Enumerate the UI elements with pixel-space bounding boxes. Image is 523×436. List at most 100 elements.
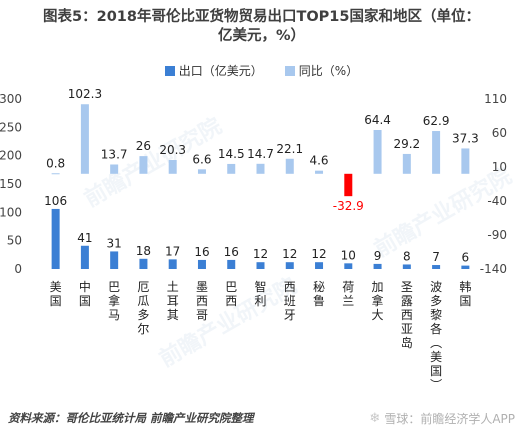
- category-label-char: 西: [284, 280, 296, 294]
- category-label-char: 美: [50, 280, 62, 294]
- category-label-char: 尔: [137, 321, 149, 336]
- category-label: 智利: [254, 279, 266, 308]
- category-label-char: 墨: [196, 280, 208, 294]
- category-label-char: 国: [50, 294, 62, 308]
- category-axis: 美国中国巴拿马厄瓜多尔土耳其墨西哥巴西智利西班牙秘鲁荷兰加拿大圣露西亚岛波多黎各…: [50, 279, 472, 392]
- yoy-bar: [227, 163, 236, 174]
- yoy-bar: [373, 130, 382, 174]
- right-axis-tick-label: -40: [487, 194, 507, 208]
- credit-text: 雪球：前瞻经济学人APP: [384, 412, 515, 426]
- category-label-char: 加: [372, 280, 384, 294]
- category-label-char: 牙: [284, 308, 296, 322]
- yoy-bar: [197, 169, 206, 174]
- export-data-label: 8: [403, 249, 411, 263]
- yoy-bar: [51, 173, 60, 175]
- left-axis-tick-label: 100: [0, 205, 22, 219]
- export-data-label: 6: [462, 251, 470, 265]
- yoy-data-label: 22.1: [276, 142, 303, 156]
- legend-item-export: 出口（亿美元）: [164, 62, 263, 79]
- category-label-char: 巴: [108, 280, 120, 294]
- export-bar: [197, 259, 206, 269]
- category-label-char: 圣: [401, 280, 413, 294]
- category-label-char: 大: [372, 308, 384, 322]
- category-label-char: 马: [108, 308, 120, 322]
- yoy-data-label: 37.3: [452, 131, 479, 145]
- category-label: 中国: [79, 279, 91, 308]
- category-label: 土耳其: [167, 280, 179, 322]
- category-label-char: 黎: [430, 308, 442, 322]
- category-label-char: 西: [401, 308, 413, 322]
- export-bar: [373, 263, 382, 269]
- category-label-char: 国: [79, 294, 91, 308]
- yoy-data-label: 0.8: [46, 156, 65, 170]
- export-bar: [285, 262, 294, 269]
- yoy-bar: [80, 104, 89, 174]
- right-axis-tick-label: 10: [492, 160, 507, 174]
- category-label-char: 岛: [401, 335, 413, 350]
- category-label: 墨西哥: [196, 280, 208, 322]
- category-label-char: 巴: [225, 280, 237, 294]
- category-label-char: 韩: [459, 279, 471, 294]
- yoy-bar: [344, 173, 353, 197]
- yoy-bar: [256, 163, 265, 174]
- category-label: 西班牙: [284, 280, 296, 322]
- category-label-char: 哥: [196, 308, 208, 322]
- category-label-char: 厄: [137, 280, 149, 294]
- category-label-char: 秘: [313, 280, 325, 294]
- export-bar: [461, 265, 470, 269]
- export-data-label: 7: [432, 250, 440, 264]
- category-label: 加拿大: [372, 280, 384, 322]
- legend-swatch-yoy: [284, 65, 295, 76]
- export-data-label: 106: [44, 194, 67, 208]
- category-label-char: 西: [196, 294, 208, 308]
- category-label-char: 国: [430, 364, 442, 378]
- category-label-char: 兰: [342, 294, 354, 308]
- export-bar: [139, 258, 148, 269]
- category-label-char: 土: [167, 280, 179, 294]
- yoy-data-label: 14.5: [218, 147, 245, 161]
- export-data-label: 16: [224, 245, 239, 259]
- chart-title-line1: 图表5：2018年哥伦比亚货物贸易出口TOP15国家和地区（单位：: [43, 9, 480, 25]
- category-label-char: 利: [254, 294, 266, 308]
- category-label: 厄瓜多尔: [137, 280, 149, 336]
- category-label-char: 拿: [108, 293, 120, 308]
- category-label-char: 多: [137, 308, 149, 322]
- category-label-char: 多: [430, 294, 442, 308]
- export-bar: [51, 208, 60, 269]
- category-label-char: 荷: [342, 280, 354, 294]
- export-bar: [315, 262, 324, 269]
- legend-label-yoy: 同比（%）: [298, 64, 359, 78]
- yoy-data-label: 6.6: [192, 152, 211, 166]
- yoy-data-label: -32.9: [333, 199, 364, 213]
- right-axis-tick-label: 60: [492, 126, 507, 140]
- chart-title-line2: 亿美元，%）: [217, 28, 306, 44]
- export-bar: [432, 265, 441, 269]
- yoy-data-label: 4.6: [309, 154, 328, 168]
- category-label-char: 瓜: [137, 294, 149, 308]
- export-data-label: 9: [374, 249, 382, 263]
- yoy-bar: [139, 156, 148, 174]
- left-axis-tick-label: 200: [0, 149, 22, 163]
- yoy-bar: [168, 159, 177, 174]
- left-axis-tick-label: 300: [0, 92, 22, 106]
- category-label: 波多黎各︵美国︶: [430, 280, 442, 392]
- left-axis-tick-label: 0: [14, 262, 22, 276]
- right-axis-tick-label: 110: [484, 92, 507, 106]
- chart-title: 图表5：2018年哥伦比亚货物贸易出口TOP15国家和地区（单位： 亿美元，%）: [0, 8, 523, 46]
- export-data-label: 12: [282, 247, 297, 261]
- export-bar: [110, 251, 119, 269]
- bar-layer: [51, 104, 470, 269]
- export-data-label: 10: [341, 248, 356, 262]
- yoy-bar: [110, 164, 119, 174]
- export-bar: [344, 263, 353, 269]
- right-axis-tick-label: -140: [480, 262, 507, 276]
- export-data-label: 41: [77, 231, 92, 245]
- category-label: 荷兰: [342, 280, 354, 308]
- category-label-char: 班: [284, 294, 296, 308]
- category-label: 秘鲁: [313, 280, 325, 308]
- left-axis: 0 50 100 150 200 250 300: [0, 92, 22, 276]
- credit: ❄ 雪球：前瞻经济学人APP: [369, 410, 515, 427]
- yoy-data-label: 14.7: [247, 147, 274, 161]
- category-label-char: 波: [430, 280, 442, 294]
